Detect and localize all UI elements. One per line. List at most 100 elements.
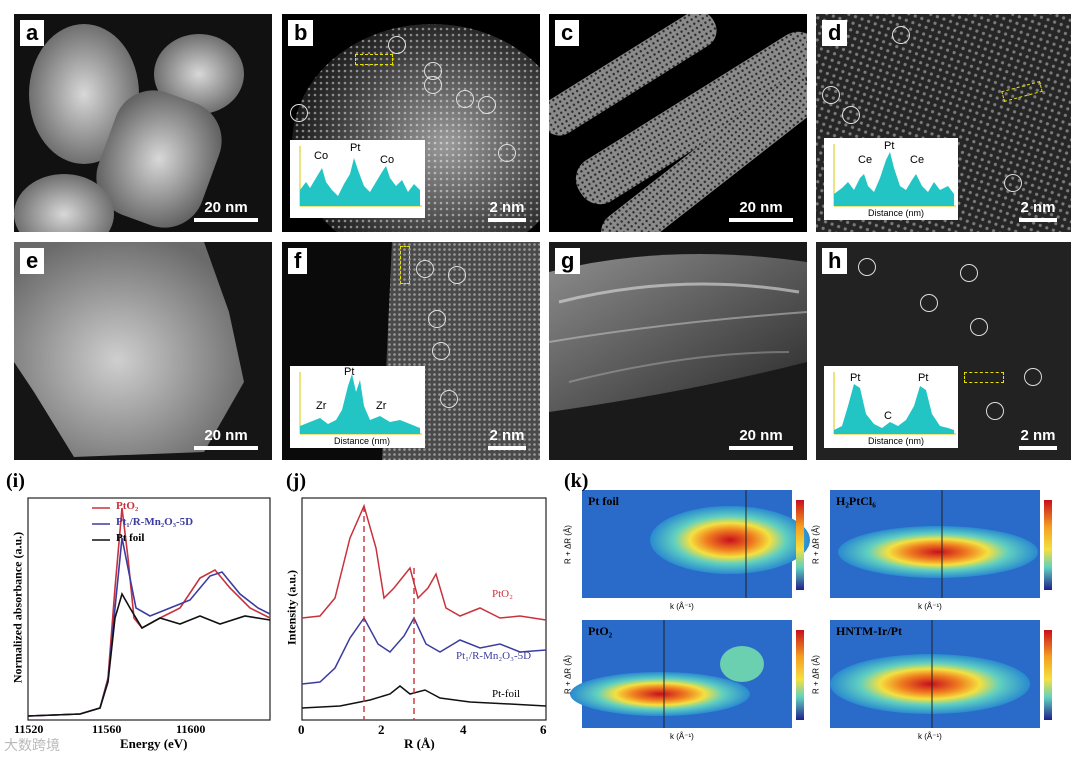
scale-bar: 20 nm: [194, 199, 258, 222]
panel-h: Pt C Pt Distance (nm) 2 nm h: [816, 242, 1071, 460]
tem-image-e: [14, 242, 244, 457]
line-profile-chart: [299, 146, 422, 207]
single-atom-marker: [388, 36, 406, 54]
x-axis-label: R (Å): [404, 736, 435, 751]
single-atom-marker: [478, 96, 496, 114]
chart-j: (j) PtO₂ Pt₁/R-Mn₂O₃-5D Pt-foil Intensit…: [280, 468, 552, 759]
subplot-title: HNTM-Ir/Pt: [836, 624, 902, 638]
single-atom-marker: [1024, 368, 1042, 386]
chart-i: (i) PtO₂ Pt₁/R-Mn₂O₃-5D Pt foil Normaliz…: [0, 468, 278, 759]
inset-xlabel: Distance (nm): [868, 436, 925, 446]
panel-label: b: [288, 20, 314, 46]
single-atom-marker: [428, 310, 446, 328]
single-atom-marker: [858, 258, 876, 276]
panel-b: Co Pt Co 2 nm b: [282, 14, 540, 232]
scale-bar: 2 nm: [1019, 427, 1057, 450]
peak-label: Ce: [910, 154, 925, 166]
series-line-pto2: [301, 503, 547, 621]
panel-label: c: [555, 20, 580, 46]
single-atom-marker: [970, 318, 988, 336]
x-tick-label: 4: [460, 722, 467, 737]
peak-label: Pt: [918, 372, 929, 384]
peak-label: Co: [380, 154, 395, 166]
tem-image-a: [14, 24, 244, 232]
x-axis-label: k (Å⁻¹): [670, 732, 694, 741]
scale-bar: 2 nm: [1019, 199, 1057, 222]
peak-label: Ce: [858, 154, 873, 166]
panel-label: g: [555, 248, 581, 274]
panel-a: a 20 nm: [14, 14, 272, 232]
x-axis-label: k (Å⁻¹): [918, 732, 942, 741]
line-profile-chart: [833, 144, 956, 207]
chart-panel-label: (k): [564, 470, 589, 492]
y-axis-label: R + ΔR (Å): [563, 525, 573, 564]
line-profile-chart: [299, 372, 422, 435]
single-atom-marker: [432, 342, 450, 360]
single-atom-marker: [892, 26, 910, 44]
x-tick-label: 6: [540, 722, 547, 737]
y-axis-label: Intensity (a.u.): [284, 570, 299, 646]
legend-entry: Pt foil: [116, 532, 145, 544]
x-tick-label: 2: [378, 722, 385, 737]
single-atom-marker: [424, 76, 442, 94]
chart-panel-label: (j): [286, 470, 306, 492]
panel-d: Ce Pt Ce Distance (nm) 2 nm d: [816, 14, 1071, 232]
inset-xlabel: Distance (nm): [334, 436, 391, 446]
single-atom-marker: [1004, 174, 1022, 192]
y-axis-label: Normalized absorbance (a.u.): [10, 531, 25, 684]
x-axis-label: k (Å⁻¹): [918, 602, 942, 611]
inset-xlabel: Distance (nm): [868, 208, 925, 218]
single-atom-marker: [920, 294, 938, 312]
peak-label: Pt: [344, 366, 355, 378]
tem-image-g: [549, 254, 807, 412]
x-tick-label: 11560: [92, 722, 122, 736]
tem-image-c: [549, 14, 807, 232]
single-atom-marker: [448, 266, 466, 284]
panel-e: e 20 nm: [14, 242, 272, 460]
peak-label: Pt: [350, 142, 361, 154]
single-atom-marker: [842, 106, 860, 124]
single-atom-marker: [416, 260, 434, 278]
panel-label: d: [822, 20, 848, 46]
legend-entry: Pt₁/R-Mn₂O₃-5D: [456, 650, 532, 662]
legend-entry: Pt-foil: [492, 688, 521, 700]
line-scan-box: [964, 372, 1004, 383]
series-line-ptfoil: [27, 591, 271, 717]
single-atom-marker: [986, 402, 1004, 420]
single-atom-marker: [498, 144, 516, 162]
line-scan-box: [355, 54, 393, 65]
panel-label: e: [20, 248, 45, 274]
panel-label: a: [20, 20, 45, 46]
series-line-pt1: [27, 537, 271, 717]
series-line-pt1: [301, 616, 547, 685]
x-axis-label: Energy (eV): [120, 736, 188, 751]
y-axis-label: R + ΔR (Å): [811, 655, 821, 694]
x-tick-label: 11520: [14, 722, 44, 736]
peak-label: Zr: [316, 400, 327, 412]
line-profile-inset: Pt C Pt Distance (nm): [824, 366, 958, 448]
line-profile-chart: [833, 372, 956, 435]
legend-entry: PtO₂: [116, 500, 139, 512]
line-profile-inset: Co Pt Co: [290, 140, 425, 218]
scale-bar: 20 nm: [194, 427, 258, 450]
y-axis-label: R + ΔR (Å): [811, 525, 821, 564]
line-profile-inset: Ce Pt Ce Distance (nm): [824, 138, 958, 220]
chart-k: (k): [560, 468, 1076, 759]
chart-panel-label: (i): [6, 470, 25, 492]
legend-entry: Pt₁/R-Mn₂O₃-5D: [116, 516, 194, 528]
line-profile-inset: Zr Pt Zr Distance (nm): [290, 366, 425, 448]
scale-bar: 20 nm: [729, 427, 793, 450]
peak-label: Pt: [884, 140, 895, 152]
legend-entry: PtO₂: [492, 588, 513, 600]
watermark: 大数跨境: [4, 738, 60, 754]
series-line-pto2: [27, 507, 271, 717]
panel-c: c 20 nm: [549, 14, 807, 232]
single-atom-marker: [440, 390, 458, 408]
single-atom-marker: [960, 264, 978, 282]
x-axis-label: k (Å⁻¹): [670, 602, 694, 611]
peak-label: Pt: [850, 372, 861, 384]
x-tick-label: 11600: [176, 722, 206, 736]
peak-label: Zr: [376, 400, 387, 412]
xanes-plot: [27, 497, 271, 721]
wavelet-plot: [570, 490, 1052, 728]
